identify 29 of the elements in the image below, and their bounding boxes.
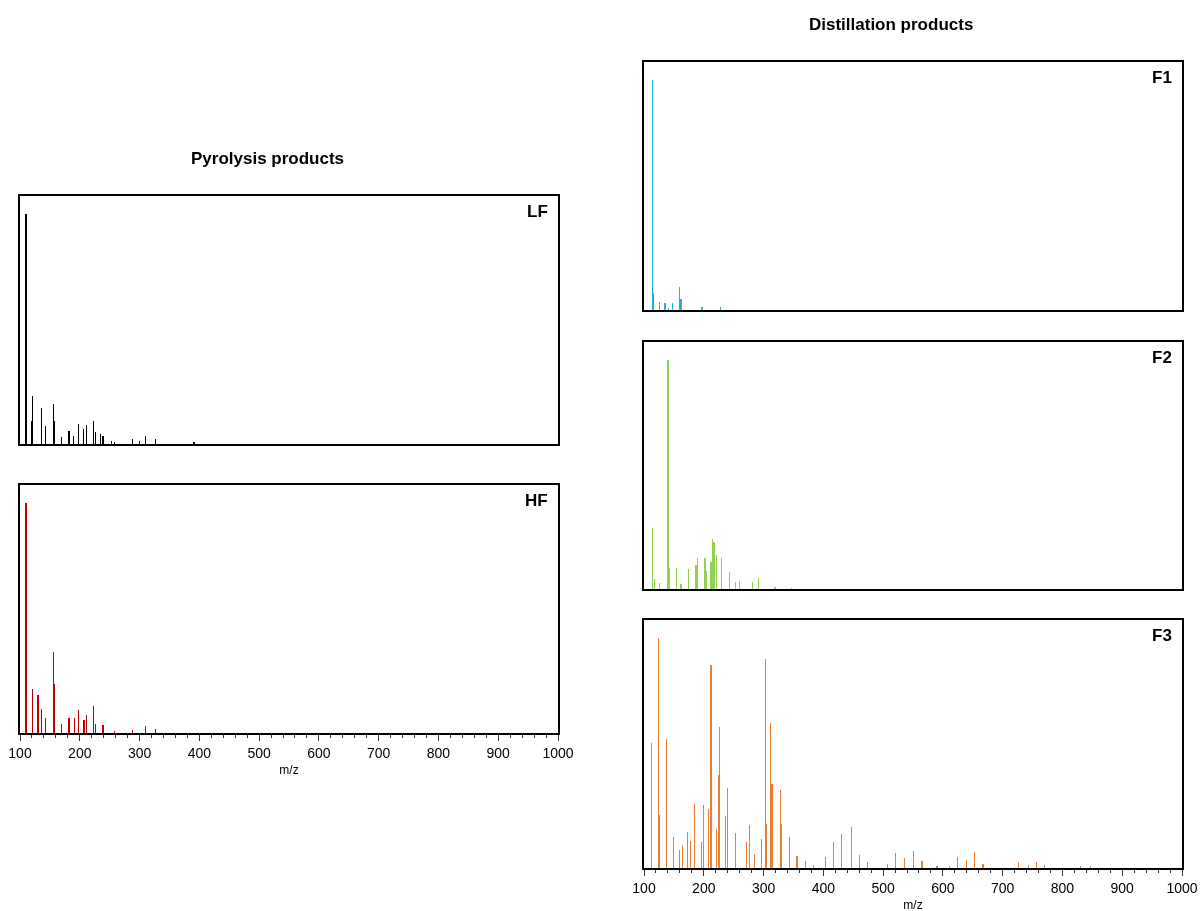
x-tick-label: 300: [751, 879, 776, 896]
x-tick-label: 400: [811, 879, 836, 896]
x-tick-label: 600: [307, 744, 331, 761]
text: Pyrolysis products: [191, 149, 345, 168]
x-tick-label: 700: [990, 879, 1015, 896]
chart-title: F2: [1152, 348, 1172, 367]
x-tick-label: 100: [8, 744, 32, 761]
x-tick-label: 800: [426, 744, 451, 761]
chart-title: F3: [1152, 626, 1172, 645]
x-tick-label: 400: [187, 744, 212, 761]
chart-title: LF: [527, 202, 548, 221]
x-tick-label: 500: [871, 879, 895, 896]
x-tick-label: 600: [931, 879, 955, 896]
x-tick-label: 1000: [1166, 879, 1198, 896]
text: Distillation products: [809, 15, 974, 34]
x-axis-title: m/z: [903, 898, 923, 911]
x-tick-label: 1000: [542, 744, 574, 761]
x-tick-label: 900: [486, 744, 511, 761]
x-tick-label: 200: [68, 744, 92, 761]
x-tick-label: 300: [127, 744, 152, 761]
x-tick-label: 700: [366, 744, 391, 761]
chart-title: HF: [525, 491, 548, 510]
chart-title: F1: [1152, 68, 1172, 87]
x-axis-title: m/z: [279, 763, 299, 778]
x-tick-label: 800: [1050, 879, 1075, 896]
x-tick-label: 500: [247, 744, 271, 761]
x-tick-label: 200: [692, 879, 716, 896]
x-tick-label: 900: [1110, 879, 1135, 896]
x-tick-label: 100: [632, 879, 656, 896]
